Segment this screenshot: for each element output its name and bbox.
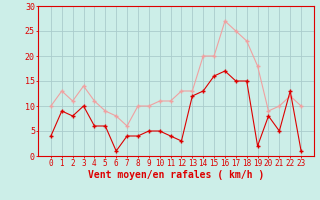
- X-axis label: Vent moyen/en rafales ( km/h ): Vent moyen/en rafales ( km/h ): [88, 170, 264, 180]
